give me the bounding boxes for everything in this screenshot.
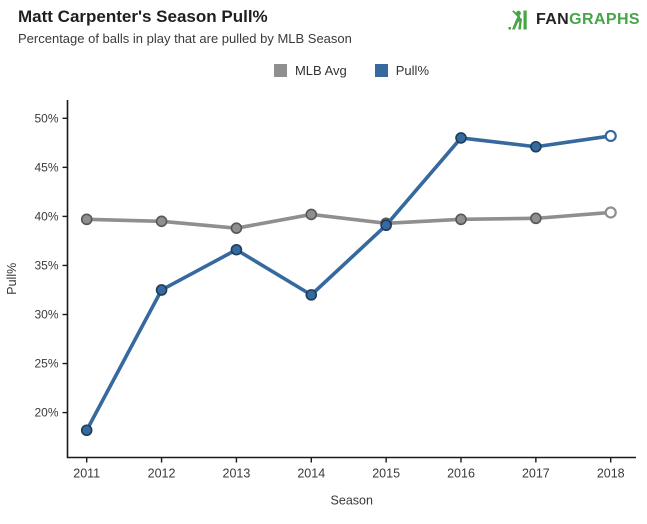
y-axis-title: Pull% bbox=[5, 263, 19, 295]
y-axis-tick-label: 20% bbox=[34, 406, 58, 420]
data-point-marker bbox=[230, 222, 243, 234]
x-axis-title: Season bbox=[331, 494, 373, 508]
x-axis-tick-label: 2012 bbox=[148, 467, 176, 481]
x-axis-tick-label: 2015 bbox=[372, 467, 400, 481]
page-title: Matt Carpenter's Season Pull% bbox=[18, 7, 268, 26]
y-axis-tick-label: 25% bbox=[34, 357, 58, 371]
x-axis-tick-label: 2017 bbox=[522, 467, 550, 481]
logo-text-fan: FAN bbox=[535, 11, 570, 28]
series-line-mlb-avg bbox=[84, 210, 613, 230]
data-point-marker bbox=[230, 243, 243, 256]
data-point-marker bbox=[80, 424, 93, 437]
data-point-marker bbox=[305, 208, 318, 221]
data-point-marker bbox=[455, 132, 467, 144]
series-line-pull- bbox=[84, 134, 613, 433]
x-axis-tick-label: 2011 bbox=[73, 467, 100, 481]
y-axis-tick-label: 35% bbox=[34, 258, 58, 272]
data-point-marker bbox=[455, 213, 467, 226]
data-point-marker bbox=[604, 129, 617, 143]
y-axis-tick-label: 45% bbox=[34, 160, 58, 174]
data-point-marker bbox=[80, 213, 93, 226]
y-axis-tick-label: 30% bbox=[34, 308, 58, 322]
page-subtitle: Percentage of balls in play that are pul… bbox=[18, 30, 352, 46]
chart-legend: MLB Avg Pull% bbox=[67, 62, 636, 78]
legend-item: Pull% bbox=[374, 62, 430, 78]
legend-swatch bbox=[273, 63, 287, 77]
data-point-marker bbox=[305, 289, 318, 301]
fangraphs-batter-icon bbox=[508, 10, 527, 30]
data-point-marker bbox=[604, 206, 617, 219]
legend-item: MLB Avg bbox=[273, 62, 347, 78]
legend-swatch bbox=[374, 63, 388, 77]
y-axis-tick-label: 40% bbox=[34, 209, 58, 223]
legend-label: MLB Avg bbox=[294, 62, 347, 78]
data-point-marker bbox=[530, 212, 542, 225]
axis-lines bbox=[66, 100, 636, 459]
data-point-marker bbox=[530, 140, 542, 153]
data-point-marker bbox=[155, 284, 168, 296]
data-point-marker bbox=[380, 219, 392, 232]
fangraphs-logo: FAN GRAPHS bbox=[507, 8, 640, 32]
y-axis-tick-label: 50% bbox=[34, 111, 58, 125]
legend-label: Pull% bbox=[395, 62, 430, 78]
data-point-marker bbox=[155, 215, 168, 228]
chart-header: Matt Carpenter's Season Pull% Percentage… bbox=[18, 6, 352, 46]
x-axis-tick-label: 2013 bbox=[223, 467, 251, 481]
x-axis-tick-label: 2018 bbox=[597, 467, 625, 481]
x-axis-tick-label: 2016 bbox=[447, 467, 475, 481]
x-axis-tick-label: 2014 bbox=[297, 467, 325, 481]
logo-text-graphs: GRAPHS bbox=[569, 11, 640, 28]
